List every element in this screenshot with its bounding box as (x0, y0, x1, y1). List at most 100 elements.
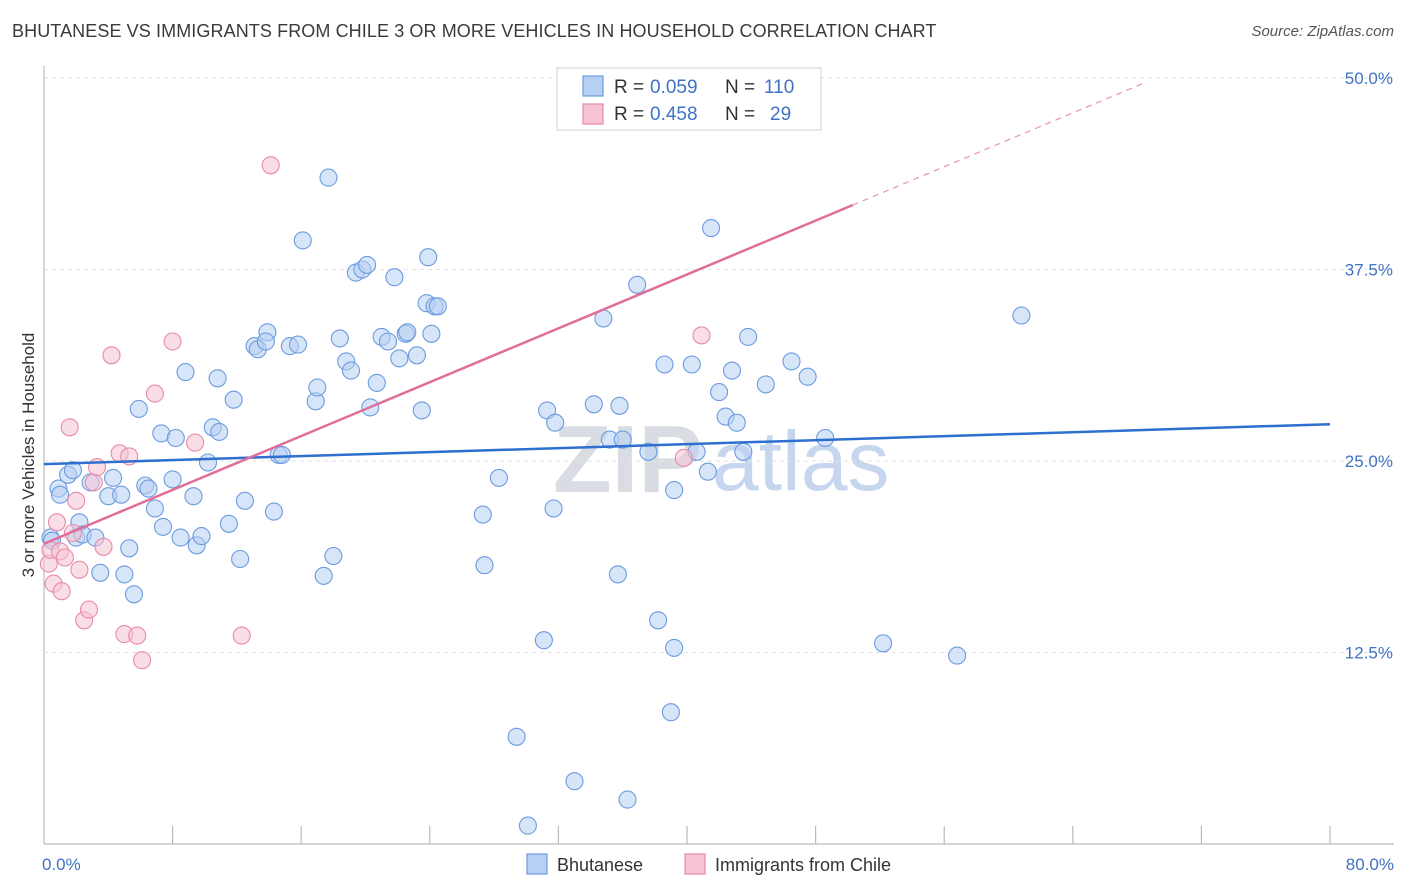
bhutanese-point (628, 275, 647, 294)
chile-point (79, 600, 99, 619)
bhutanese-point (782, 352, 801, 371)
chile-point (163, 332, 182, 351)
y-tick-label-50: 50.0% (1345, 69, 1393, 88)
bhutanese-point (330, 329, 349, 348)
bhutanese-point (224, 390, 243, 409)
bhutanese-point (324, 546, 343, 566)
bhutanese-point (129, 399, 148, 418)
bhutanese-point (544, 499, 563, 518)
bhutanese-point (518, 816, 537, 835)
bhutanese-point (341, 361, 361, 380)
bhutanese-point (649, 611, 668, 630)
bhutanese-point (613, 430, 632, 449)
bhutanese-point (115, 565, 134, 584)
x-tick-label-min: 0.0% (42, 855, 81, 874)
chile-point (186, 433, 205, 452)
bhutanese-point (104, 468, 123, 487)
bhutanese-point (665, 638, 684, 657)
bhutanese-point (565, 772, 584, 791)
bhutanese-point (171, 528, 190, 547)
chile-point (145, 384, 164, 403)
trend-line-chile (43, 204, 854, 545)
chile-point (67, 491, 86, 510)
bhutanese-point (419, 248, 438, 267)
chile-point (133, 651, 152, 670)
trend-line-chile-extension (852, 81, 1146, 206)
chile-point (84, 473, 103, 492)
chile-point (261, 156, 280, 175)
bhutanese-point (219, 514, 238, 533)
bhutanese-point (293, 231, 312, 250)
bhutanese-point (163, 470, 182, 489)
bhutanese-point (264, 502, 283, 521)
chile-point (47, 513, 66, 532)
bhutanese-point (739, 327, 758, 346)
bhutanese-point (176, 363, 195, 382)
source-label: Source: ZipAtlas.com (1251, 23, 1394, 40)
bhutanese-point (153, 517, 173, 536)
bhutanese-point (91, 563, 110, 582)
bhutanese-point (124, 585, 144, 604)
bhutanese-point (534, 631, 553, 650)
bhutanese-point (407, 346, 426, 365)
bhutanese-point (112, 485, 131, 504)
bhutanese-point (756, 375, 775, 394)
bhutanese-point (398, 323, 417, 342)
bhutanese-point (210, 422, 229, 441)
legend-top: R = 0.059 N = 110 R = 0.458 N = 29 (556, 67, 822, 131)
bhutanese-point (390, 349, 409, 368)
bhutanese-point (874, 634, 893, 653)
bhutanese-point (367, 373, 386, 392)
bottom-legend-label-bhutanese: Bhutanese (557, 855, 643, 875)
bhutanese-point (618, 790, 637, 809)
bhutanese-point (655, 355, 674, 374)
bhutanese-point (473, 505, 492, 524)
legend-r-value-1: 0.059 (650, 77, 698, 98)
legend-n-label-2: N = (725, 104, 755, 125)
bhutanese-point (184, 487, 203, 506)
chile-point (102, 346, 121, 365)
legend-r-label-2: R = (614, 104, 644, 125)
bhutanese-point (385, 268, 404, 287)
bhutanese-point (702, 219, 721, 238)
chile-point (232, 626, 251, 645)
bhutanese-point (120, 539, 139, 558)
legend-n-value-1: 110 (764, 77, 794, 98)
bhutanese-point (378, 332, 398, 351)
trend-line-bhutanese (43, 422, 1331, 466)
bottom-legend-label-chile: Immigrants from Chile (715, 855, 891, 875)
chile-point (70, 560, 89, 579)
legend-swatch-bhutanese (582, 75, 604, 97)
bhutanese-point (428, 297, 447, 316)
legend-n-label-1: N = (725, 77, 755, 98)
x-ticks (172, 826, 1331, 844)
legend-bottom: Bhutanese Immigrants from Chile (526, 853, 891, 875)
legend-swatch-chile (582, 103, 604, 125)
bhutanese-point (639, 442, 658, 461)
bhutanese-point (308, 378, 327, 397)
bhutanese-point (358, 255, 377, 274)
bhutanese-point (235, 491, 254, 510)
bhutanese-point (507, 727, 526, 746)
bhutanese-point (608, 565, 627, 584)
bhutanese-point (816, 428, 835, 448)
bhutanese-point (231, 549, 250, 569)
bhutanese-point (1012, 306, 1031, 325)
bhutanese-point (208, 369, 227, 388)
bhutanese-point (288, 335, 308, 354)
bhutanese-point (948, 646, 967, 665)
bhutanese-point (710, 383, 729, 402)
bhutanese-point (722, 361, 742, 380)
bhutanese-point (319, 168, 338, 187)
bhutanese-point (422, 324, 441, 343)
bhutanese-point (272, 445, 291, 464)
bhutanese-point (727, 413, 746, 432)
bhutanese-point (698, 462, 717, 481)
chile-point (128, 626, 147, 645)
chile-point (94, 537, 113, 556)
bhutanese-point (192, 527, 211, 546)
chile-point (60, 418, 79, 437)
chile-point (52, 582, 71, 601)
y-tick-label-37-5: 37.5% (1345, 261, 1393, 280)
